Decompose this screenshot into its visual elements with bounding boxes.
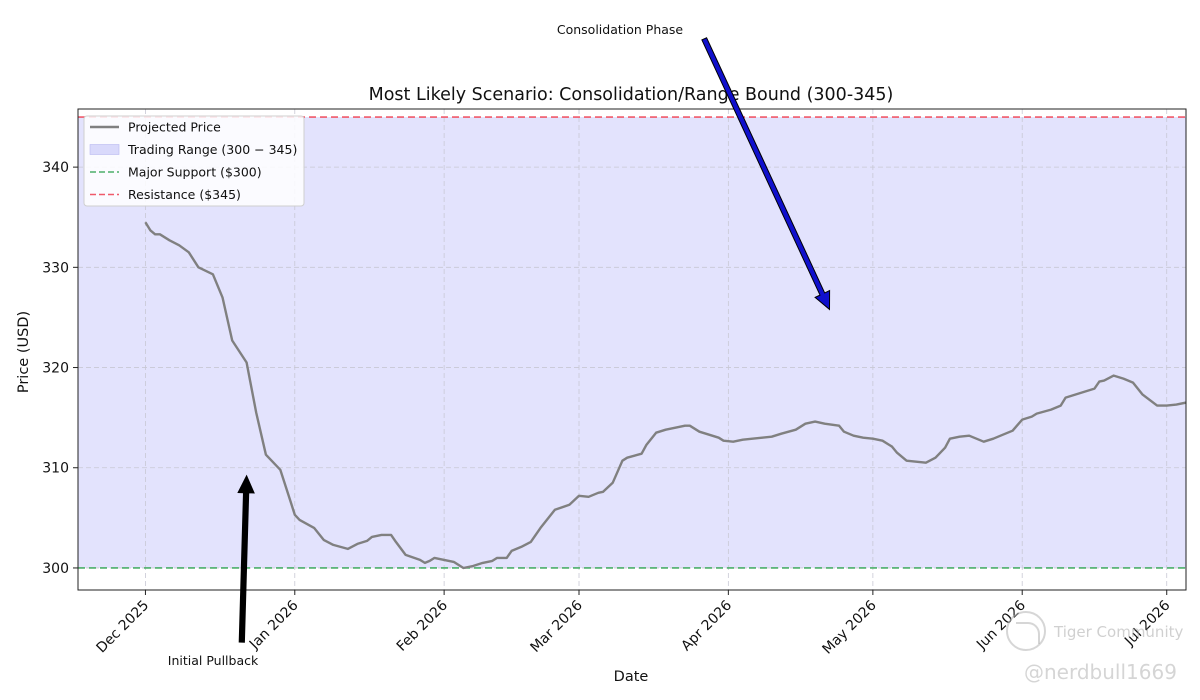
y-tick-label: 330 <box>42 260 69 276</box>
watermark-brand: Tiger Community <box>1054 623 1184 641</box>
annotation-text: Consolidation Phase <box>557 22 684 37</box>
legend-label: Projected Price <box>128 120 221 135</box>
chart-title: Most Likely Scenario: Consolidation/Rang… <box>369 85 894 105</box>
y-tick-label: 340 <box>42 160 69 176</box>
y-tick-label: 300 <box>42 561 69 577</box>
y-tick-label: 310 <box>42 461 69 477</box>
x-axis-label: Date <box>614 669 649 685</box>
y-axis-label: Price (USD) <box>16 311 32 393</box>
y-tick-label: 320 <box>42 361 69 377</box>
x-tick-label: Feb 2026 <box>394 597 451 654</box>
legend-label: Trading Range (300 − 345) <box>127 142 297 157</box>
legend-label: Major Support ($300) <box>128 165 262 180</box>
annotation-text: Initial Pullback <box>168 653 259 668</box>
x-tick-label: Mar 2026 <box>528 597 586 655</box>
legend-label: Resistance ($345) <box>128 187 241 202</box>
plot-frame <box>77 108 1187 591</box>
x-tick-label: May 2026 <box>820 597 880 657</box>
x-tick-label: Jan 2026 <box>246 597 302 653</box>
legend-swatch-patch <box>89 144 120 155</box>
x-tick-label: Apr 2026 <box>678 597 735 654</box>
annotation-arrow <box>701 37 831 311</box>
legend-box <box>83 115 305 207</box>
projected-price-line <box>144 221 1186 570</box>
watermark-handle: @nerdbull1669 <box>1024 660 1177 684</box>
tiger-community-logo <box>1006 611 1046 651</box>
annotation-arrow <box>237 474 255 643</box>
x-tick-label: Dec 2025 <box>93 598 152 657</box>
